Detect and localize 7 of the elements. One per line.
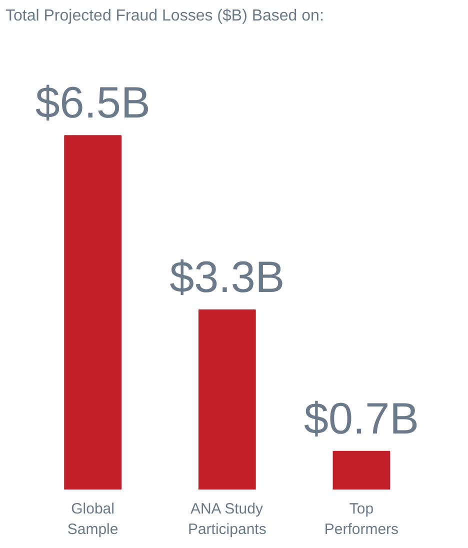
data-label: $0.7B <box>304 394 419 444</box>
x-tick-label: ANA Study Participants <box>188 500 266 538</box>
x-tick-label: Global Sample <box>67 500 118 538</box>
x-tick-label: Top Performers <box>324 500 399 538</box>
data-label: $3.3B <box>170 252 285 302</box>
chart-title: Total Projected Fraud Losses ($B) Based on: <box>6 8 324 24</box>
data-label: $6.5B <box>35 78 150 128</box>
